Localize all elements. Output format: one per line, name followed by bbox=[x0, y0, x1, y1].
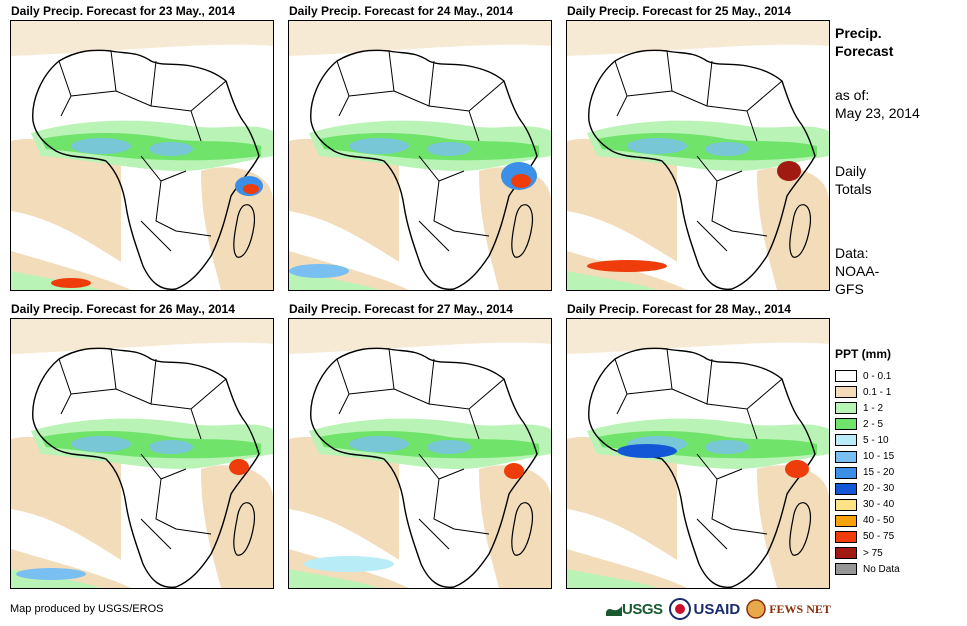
legend-swatch bbox=[835, 514, 857, 527]
legend-item: 1 - 2 bbox=[835, 400, 900, 416]
panel-title: Daily Precip. Forecast for 24 May., 2014 bbox=[289, 4, 513, 18]
precip-map bbox=[10, 20, 274, 291]
fews-net-logo: FEWS NET bbox=[746, 599, 831, 619]
totals-line2: Totals bbox=[835, 181, 872, 197]
legend: 0 - 0.1 0.1 - 1 1 - 2 2 - 5 5 - 10 10 - … bbox=[835, 368, 900, 577]
legend-swatch bbox=[835, 498, 857, 511]
usaid-logo: USAID bbox=[668, 598, 740, 620]
precip-map bbox=[566, 20, 830, 291]
legend-swatch bbox=[835, 418, 857, 431]
data-line3: GFS bbox=[835, 281, 864, 297]
legend-swatch bbox=[835, 434, 857, 447]
totals-block: Daily Totals bbox=[835, 162, 965, 198]
legend-item: 40 - 50 bbox=[835, 513, 900, 529]
side-title-line2: Forecast bbox=[835, 43, 894, 59]
asof-date: May 23, 2014 bbox=[835, 105, 920, 121]
legend-title: PPT (mm) bbox=[835, 347, 892, 361]
forecast-panel-25-may: Daily Precip. Forecast for 25 May., 2014 bbox=[566, 4, 842, 291]
panel-title: Daily Precip. Forecast for 26 May., 2014 bbox=[11, 302, 235, 316]
usaid-seal-icon bbox=[668, 598, 691, 620]
legend-item: > 75 bbox=[835, 545, 900, 561]
forecast-panel-24-may: Daily Precip. Forecast for 24 May., 2014 bbox=[288, 4, 564, 291]
legend-item: 0.1 - 1 bbox=[835, 384, 900, 400]
legend-swatch bbox=[835, 547, 857, 560]
legend-swatch bbox=[835, 370, 857, 383]
panel-title: Daily Precip. Forecast for 27 May., 2014 bbox=[289, 302, 513, 316]
legend-item: 5 - 10 bbox=[835, 432, 900, 448]
asof-label: as of: bbox=[835, 87, 870, 103]
legend-item: 2 - 5 bbox=[835, 416, 900, 432]
legend-swatch bbox=[835, 386, 857, 399]
data-source-block: Data: NOAA- GFS bbox=[835, 244, 965, 298]
side-title-line1: Precip. bbox=[835, 25, 882, 41]
legend-item: 30 - 40 bbox=[835, 497, 900, 513]
usgs-logo: USGS bbox=[606, 601, 663, 618]
legend-item: 50 - 75 bbox=[835, 529, 900, 545]
legend-item: No Data bbox=[835, 561, 900, 577]
data-line2: NOAA- bbox=[835, 263, 880, 279]
legend-item: 10 - 15 bbox=[835, 448, 900, 464]
legend-swatch bbox=[835, 563, 857, 576]
map-credit: Map produced by USGS/EROS bbox=[10, 603, 164, 615]
data-line1: Data: bbox=[835, 245, 869, 261]
forecast-panel-27-may: Daily Precip. Forecast for 27 May., 2014 bbox=[288, 302, 564, 589]
legend-swatch bbox=[835, 530, 857, 543]
panel-title: Daily Precip. Forecast for 28 May., 2014 bbox=[567, 302, 791, 316]
fews-globe-icon bbox=[746, 599, 766, 619]
precip-map bbox=[288, 20, 552, 291]
usgs-wave-icon bbox=[606, 606, 622, 616]
forecast-panel-23-may: Daily Precip. Forecast for 23 May., 2014 bbox=[10, 4, 286, 291]
legend-swatch bbox=[835, 482, 857, 495]
forecast-panel-28-may: Daily Precip. Forecast for 28 May., 2014 bbox=[566, 302, 842, 589]
panel-title: Daily Precip. Forecast for 23 May., 2014 bbox=[11, 4, 235, 18]
forecast-panel-26-may: Daily Precip. Forecast for 26 May., 2014 bbox=[10, 302, 286, 589]
legend-item: 20 - 30 bbox=[835, 481, 900, 497]
legend-swatch bbox=[835, 466, 857, 479]
legend-swatch bbox=[835, 450, 857, 463]
logo-strip: USGS USAID FEWS NET bbox=[606, 594, 837, 624]
precip-map bbox=[10, 318, 274, 589]
legend-swatch bbox=[835, 402, 857, 415]
precip-map bbox=[288, 318, 552, 589]
legend-item: 0 - 0.1 bbox=[835, 368, 900, 384]
side-title: Precip. Forecast bbox=[835, 24, 965, 60]
panel-title: Daily Precip. Forecast for 25 May., 2014 bbox=[567, 4, 791, 18]
legend-item: 15 - 20 bbox=[835, 465, 900, 481]
asof-block: as of: May 23, 2014 bbox=[835, 86, 965, 122]
precip-map bbox=[566, 318, 830, 589]
totals-line1: Daily bbox=[835, 163, 867, 179]
